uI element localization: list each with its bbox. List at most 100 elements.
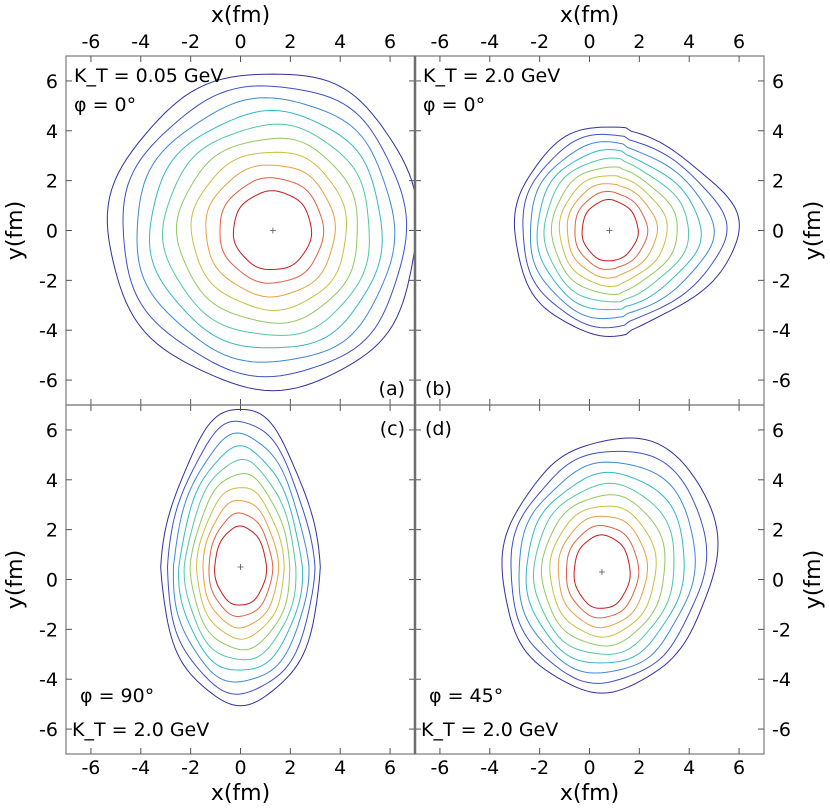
- phi-annotation: φ = 0°: [74, 94, 136, 116]
- x-tick-label: 2: [284, 31, 296, 53]
- x-tick-label: 4: [334, 757, 346, 779]
- contour-panel-2: [160, 408, 321, 707]
- text-layer: -6 -4 -2 0 2 4 6 -6 -4 -2 0 2 4 6 x(fm) y(fm) (a) K_T = 0…: [3, 3, 826, 806]
- phi-annotation: φ = 0°: [423, 94, 485, 116]
- x-tick-label: -2: [181, 757, 200, 779]
- y-tick-label: -2: [772, 270, 791, 292]
- kt-annotation: K_T = 2.0 GeV: [421, 719, 558, 741]
- contour-level-1: [160, 408, 321, 707]
- y-tick-label: 4: [46, 470, 58, 492]
- contour-level-1: [513, 126, 740, 338]
- y-tick-label: 2: [772, 520, 784, 542]
- contour-level-6: [189, 473, 291, 651]
- contour-level-5: [543, 157, 690, 303]
- y-tick-label: -6: [772, 719, 791, 741]
- panel-label: (d): [425, 418, 452, 440]
- contour-level-5: [161, 123, 370, 336]
- x-tick-label: 6: [733, 31, 745, 53]
- x-tick-label: -4: [480, 757, 499, 779]
- x-tick-label: -4: [131, 757, 150, 779]
- contour-level-2: [122, 85, 408, 378]
- contour-level-6: [175, 137, 358, 324]
- y-tick-label: -2: [772, 619, 791, 641]
- x-tick-label: 0: [583, 31, 595, 53]
- x-tick-label: 2: [633, 757, 645, 779]
- contour-level-2: [510, 450, 708, 684]
- x-axis-label: x(fm): [211, 3, 270, 28]
- x-tick-label: 6: [384, 31, 396, 53]
- y-tick-label: -4: [39, 669, 58, 691]
- x-tick-label: -2: [181, 31, 200, 53]
- contour-level-10: [573, 534, 631, 609]
- y-tick-label: 0: [772, 221, 784, 243]
- contour-level-3: [172, 432, 310, 683]
- x-tick-label: -4: [131, 31, 150, 53]
- x-tick-label: -6: [81, 757, 100, 779]
- center-marker: [606, 227, 613, 234]
- x-tick-label: -2: [530, 757, 549, 779]
- y-tick-label: 0: [46, 570, 58, 592]
- x-tick-label: -6: [430, 757, 449, 779]
- contour-level-8: [202, 499, 280, 629]
- contour-level-6: [540, 494, 666, 647]
- y-tick-label: 0: [46, 221, 58, 243]
- x-tick-label: 2: [633, 31, 645, 53]
- contour-level-2: [522, 133, 728, 329]
- y-tick-label: 6: [46, 420, 58, 442]
- frame-layer: [65, 55, 765, 755]
- contour-level-9: [566, 524, 640, 619]
- x-tick-label: 4: [334, 31, 346, 53]
- x-tick-label: -6: [430, 31, 449, 53]
- y-tick-label: 2: [46, 171, 58, 193]
- y-tick-label: 6: [772, 420, 784, 442]
- contour-layer: [106, 73, 740, 707]
- contour-level-3: [529, 141, 715, 320]
- y-tick-label: -6: [772, 370, 791, 392]
- x-tick-label: -4: [480, 31, 499, 53]
- contour-level-1: [501, 437, 719, 694]
- contour-level-8: [205, 164, 336, 298]
- y-tick-label: 4: [772, 121, 784, 143]
- y-tick-label: 4: [772, 470, 784, 492]
- kt-annotation: K_T = 2.0 GeV: [72, 719, 209, 741]
- contour-level-8: [566, 183, 659, 279]
- panel-label: (c): [380, 418, 405, 440]
- contour-level-9: [219, 177, 325, 284]
- contour-level-7: [558, 175, 668, 288]
- contour-level-10: [232, 190, 313, 270]
- contour-level-7: [195, 487, 285, 640]
- center-marker: [237, 564, 244, 571]
- x-axis-label: x(fm): [211, 781, 270, 806]
- contour-level-9: [574, 190, 649, 270]
- phi-annotation: φ = 90°: [80, 685, 154, 707]
- kt-annotation: K_T = 0.05 GeV: [74, 65, 223, 87]
- y-tick-label: 6: [46, 71, 58, 93]
- contour-level-9: [208, 512, 274, 617]
- contour-level-4: [525, 471, 685, 664]
- contour-level-10: [581, 199, 639, 262]
- y-tick-label: 6: [772, 71, 784, 93]
- y-tick-label: -4: [772, 320, 791, 342]
- y-tick-label: -6: [39, 719, 58, 741]
- x-axis-label: x(fm): [560, 3, 619, 28]
- y-tick-label: -2: [39, 619, 58, 641]
- x-tick-label: 0: [234, 757, 246, 779]
- center-marker: [598, 569, 605, 576]
- y-tick-label: 2: [772, 171, 784, 193]
- x-tick-label: 0: [234, 31, 246, 53]
- contour-level-10: [214, 525, 268, 606]
- contour-level-8: [557, 515, 648, 629]
- contour-panel-3: [501, 437, 719, 694]
- contour-level-4: [536, 148, 702, 311]
- contour-level-4: [149, 109, 383, 349]
- x-tick-label: 4: [683, 757, 695, 779]
- y-axis-label: y(fm): [3, 550, 28, 609]
- y-tick-label: -6: [39, 370, 58, 392]
- y-axis-label: y(fm): [801, 201, 826, 260]
- contour-level-7: [549, 505, 657, 638]
- y-tick-label: -4: [772, 669, 791, 691]
- x-tick-label: 6: [733, 757, 745, 779]
- contour-level-4: [178, 445, 304, 671]
- contour-level-5: [183, 458, 297, 661]
